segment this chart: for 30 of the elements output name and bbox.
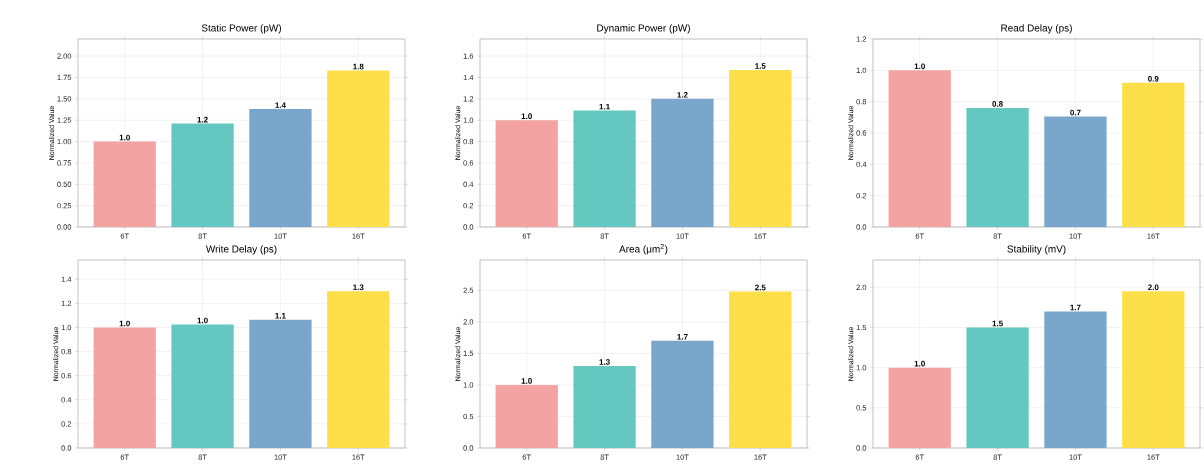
bar [495,120,558,227]
chart-title: Static Power (pW) [201,24,282,34]
bar [573,110,636,227]
bar [573,365,636,448]
bar [1044,311,1107,448]
bar [729,291,792,448]
bar [651,340,714,448]
chart-title: Stability (mV) [1007,245,1066,255]
bar [966,107,1029,227]
bar [93,327,156,448]
chart-title: Write Delay (ps) [205,245,277,255]
bar [1122,82,1185,227]
bar [171,123,234,227]
bar [249,319,312,448]
bar [249,109,312,227]
bar [93,141,156,227]
bar [966,327,1029,448]
bar [1122,291,1185,448]
bar [1044,116,1107,227]
bar [171,324,234,448]
bar [651,98,714,227]
bar [888,70,951,227]
bar [327,291,390,448]
chart-title: Read Delay (ps) [1001,24,1072,34]
bar [729,69,792,227]
bar [327,70,390,227]
chart-title: Area (μm$^{2}$) [619,243,668,255]
chart-title: Dynamic Power (pW) [597,24,690,34]
bar [888,367,951,448]
bar [495,384,558,448]
